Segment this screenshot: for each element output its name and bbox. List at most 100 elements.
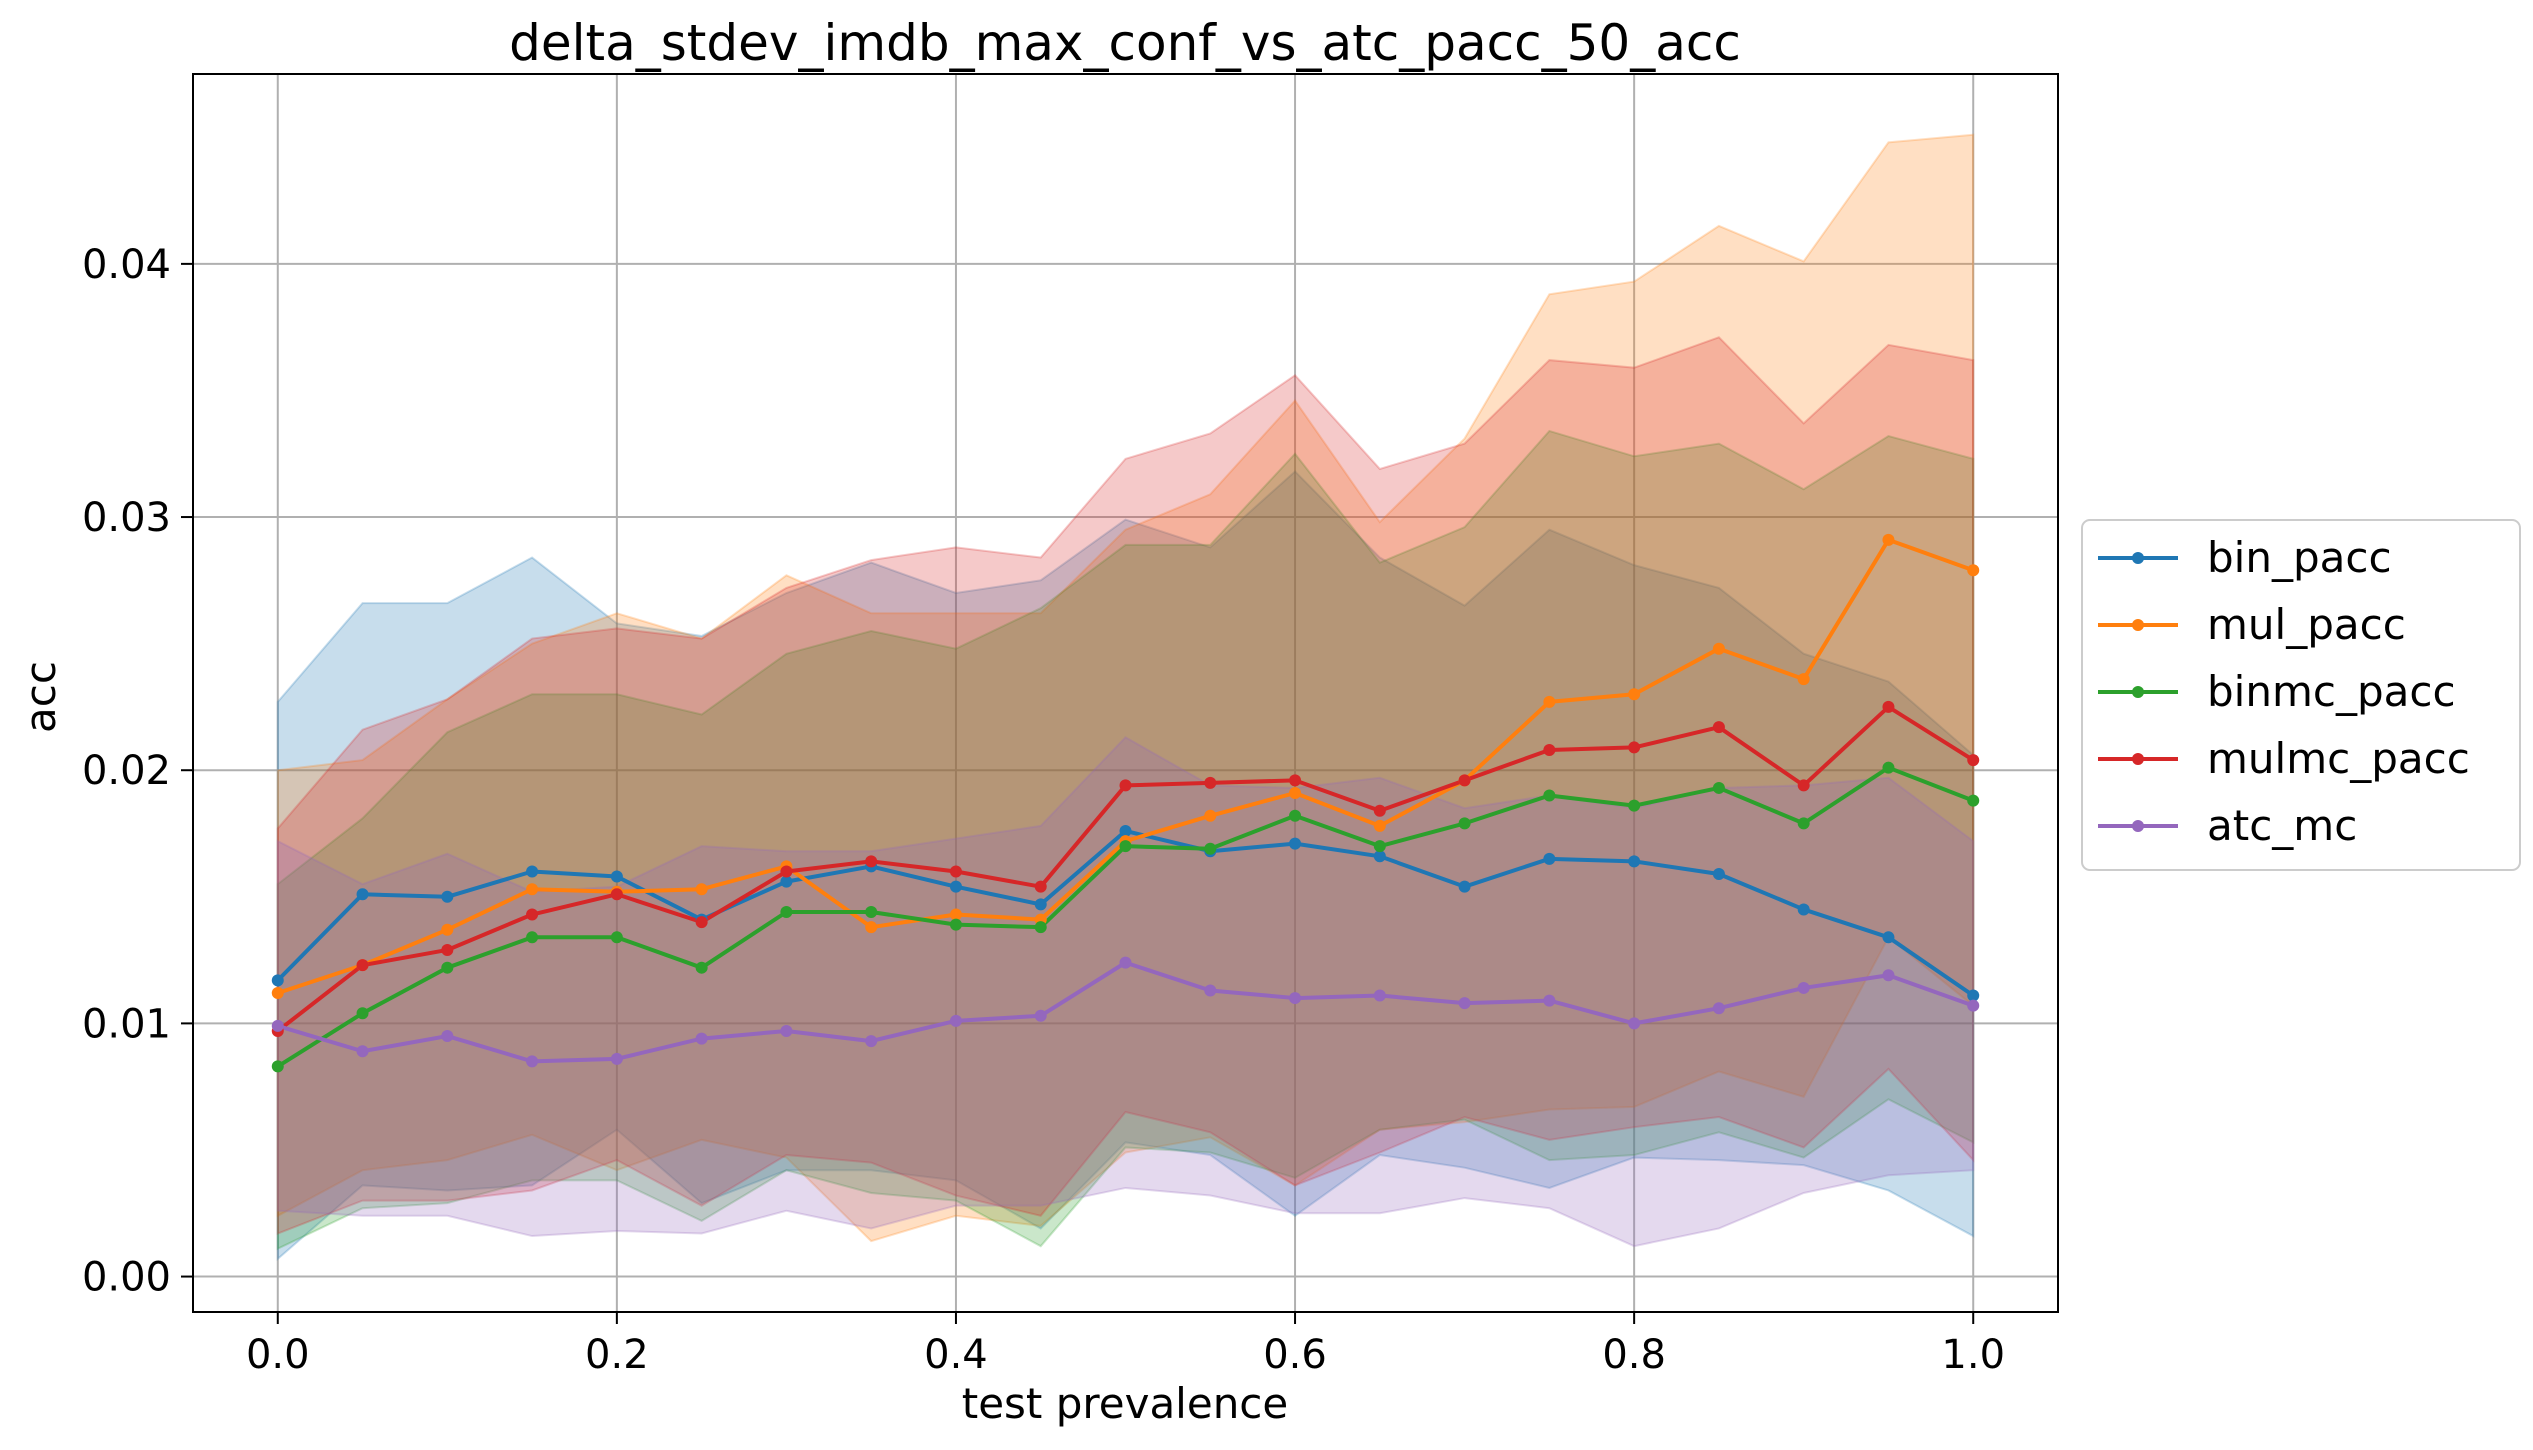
mulmc_pacc-point: [1882, 700, 1895, 713]
atc_mc-point: [1289, 992, 1302, 1005]
bin_pacc-point: [1628, 855, 1641, 868]
atc_mc-point: [1119, 956, 1132, 969]
atc_mc-point: [1967, 999, 1980, 1012]
chart-title: delta_stdev_imdb_max_conf_vs_atc_pacc_50…: [509, 14, 1741, 72]
y-tick-label: 0.04: [82, 242, 171, 288]
legend-marker: [2132, 552, 2144, 564]
x-tick-label: 0.0: [246, 1332, 310, 1378]
mul_pacc-point: [949, 908, 962, 921]
y-axis-ticks: 0.00 0.01 0.02 0.03 0.04: [82, 242, 193, 1301]
mul_pacc-point: [441, 923, 454, 936]
mulmc_pacc-point: [441, 943, 454, 956]
legend-label: mulmc_pacc: [2207, 734, 2470, 783]
y-tick-label: 0.03: [82, 495, 171, 541]
atc_mc-point: [1458, 997, 1471, 1010]
mul_pacc-point: [526, 883, 539, 896]
mul_pacc-point: [695, 883, 708, 896]
mulmc_pacc-point: [1034, 880, 1047, 893]
legend-item: binmc_pacc: [2098, 667, 2456, 716]
binmc_pacc-point: [1458, 817, 1471, 830]
mulmc_pacc-point: [695, 916, 708, 929]
binmc_pacc-point: [1034, 921, 1047, 934]
bin_pacc-point: [441, 890, 454, 903]
binmc_pacc-point: [865, 905, 878, 918]
legend-item: mul_pacc: [2098, 600, 2406, 649]
y-tick-label: 0.02: [82, 748, 171, 794]
mul_pacc-point: [1797, 673, 1810, 686]
legend-marker: [2132, 753, 2144, 765]
bin_pacc-point: [1289, 837, 1302, 850]
bin_pacc-point: [1797, 903, 1810, 916]
mulmc_pacc-point: [949, 865, 962, 878]
bin_pacc-point: [780, 875, 793, 888]
x-axis-ticks: 0.0 0.2 0.4 0.6 0.8 1.0: [246, 1312, 2005, 1378]
grid-lines: [193, 74, 2058, 1312]
binmc_pacc-point: [441, 961, 454, 974]
mul_pacc-point: [865, 921, 878, 934]
mul_pacc-point: [1967, 564, 1980, 577]
binmc_pacc-point: [1119, 840, 1132, 853]
atc_mc-point: [1882, 969, 1895, 982]
atc_mc-point: [1543, 994, 1556, 1007]
mulmc_pacc-point: [526, 908, 539, 921]
bin_pacc-point: [356, 888, 369, 901]
atc_mc-point: [865, 1035, 878, 1048]
x-axis-label: test prevalence: [962, 1379, 1289, 1428]
x-tick-label: 0.4: [924, 1332, 988, 1378]
bin_pacc-point: [1119, 824, 1132, 837]
bin_pacc-band: [276, 470, 1975, 1262]
mulmc_pacc-point: [356, 959, 369, 972]
mul_pacc-point: [1628, 688, 1641, 701]
y-axis-label: acc: [16, 661, 65, 733]
plot-frame: [192, 73, 2059, 1313]
mulmc_pacc-point: [780, 865, 793, 878]
binmc_pacc-point: [1967, 794, 1980, 807]
mulmc_pacc-point: [610, 888, 623, 901]
mulmc_pacc-point: [1543, 743, 1556, 756]
bin_pacc-point: [526, 865, 539, 878]
bin_pacc-point: [1373, 850, 1386, 863]
x-tick-label: 0.6: [1263, 1332, 1327, 1378]
binmc_pacc-point: [1289, 809, 1302, 822]
atc_mc-point: [1373, 989, 1386, 1002]
mul_pacc-point: [271, 987, 284, 1000]
legend-label: binmc_pacc: [2207, 667, 2456, 716]
mulmc_pacc-point: [1628, 741, 1641, 754]
atc_mc-point: [695, 1032, 708, 1045]
legend-box: [2081, 519, 2521, 871]
legend-label: bin_pacc: [2207, 533, 2392, 582]
atc_mc-point: [1628, 1017, 1641, 1030]
binmc_pacc-point: [356, 1007, 369, 1020]
binmc_pacc-point: [695, 961, 708, 974]
binmc_pacc-point: [1373, 840, 1386, 853]
mul_pacc-point: [1289, 787, 1302, 800]
atc_mc-point: [1034, 1009, 1047, 1022]
atc_mc-point: [441, 1030, 454, 1043]
bin_pacc-point: [271, 974, 284, 987]
mulmc_pacc-point: [1373, 804, 1386, 817]
binmc_pacc-point: [780, 905, 793, 918]
mulmc_pacc-point: [1204, 776, 1217, 789]
legend-label: atc_mc: [2207, 801, 2357, 850]
atc_mc-point: [1797, 981, 1810, 994]
binmc_pacc-point: [949, 918, 962, 931]
x-tick-label: 1.0: [1941, 1332, 2005, 1378]
atc_mc-point: [1204, 984, 1217, 997]
binmc_pacc-point: [1882, 761, 1895, 774]
mulmc_pacc-point: [1797, 779, 1810, 792]
mul_pacc-point: [1204, 809, 1217, 822]
legend-marker: [2132, 686, 2144, 698]
mulmc_pacc-point: [1967, 754, 1980, 767]
bin_pacc-point: [1543, 852, 1556, 865]
atc_mc-point: [780, 1024, 793, 1037]
bin_pacc-point: [949, 880, 962, 893]
mulmc_pacc-point: [1712, 721, 1725, 734]
mulmc_pacc-point: [1458, 774, 1471, 787]
bin_pacc-point: [610, 870, 623, 883]
binmc_pacc-point: [1628, 799, 1641, 812]
bin_pacc-point: [1034, 898, 1047, 911]
mulmc_pacc-point: [1289, 774, 1302, 787]
legend-item: atc_mc: [2098, 801, 2357, 850]
x-tick-label: 0.8: [1602, 1332, 1666, 1378]
